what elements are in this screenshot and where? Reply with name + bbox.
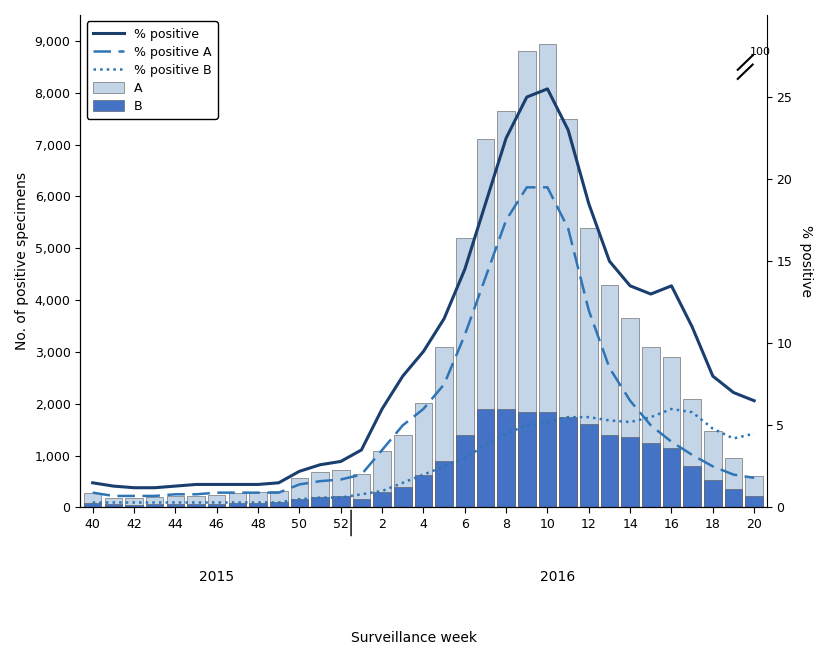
Bar [518,411,535,507]
Bar [270,502,287,507]
Bar [497,111,514,507]
Bar [125,498,142,507]
Bar [84,493,102,507]
Bar [373,451,390,507]
Bar [600,284,618,507]
Bar [662,448,680,507]
Bar [538,411,556,507]
Bar [538,44,556,507]
Bar [682,398,700,507]
Bar [187,496,204,507]
Bar [104,504,122,507]
Bar [394,435,411,507]
Bar [703,431,721,507]
Bar [476,140,494,507]
Bar [84,503,102,507]
Bar [352,474,370,507]
Bar [290,499,308,507]
Bar [662,357,680,507]
Bar [228,494,246,507]
Bar [579,424,597,507]
Bar [744,477,762,507]
Bar [373,492,390,507]
Legend: % positive, % positive A, % positive B, A, B: % positive, % positive A, % positive B, … [87,22,218,119]
Bar [270,491,287,507]
Bar [414,475,432,507]
Y-axis label: % positive: % positive [798,225,812,297]
Bar [394,486,411,507]
Bar [352,499,370,507]
Bar [641,443,659,507]
Y-axis label: No. of positive specimens: No. of positive specimens [15,172,29,350]
Bar [497,409,514,507]
Text: Surveillance week: Surveillance week [351,632,476,645]
Bar [724,458,741,507]
Bar [187,504,204,507]
Bar [620,318,638,507]
Bar [579,228,597,507]
Bar [703,481,721,507]
Bar [290,479,308,507]
Text: 2015: 2015 [199,570,234,584]
Bar [332,496,349,507]
Bar [166,504,184,507]
Bar [125,505,142,507]
Bar [435,461,452,507]
Bar [559,417,576,507]
Bar [559,119,576,507]
Bar [146,504,163,507]
Bar [744,496,762,507]
Bar [518,52,535,507]
Bar [311,472,328,507]
Bar [476,409,494,507]
Bar [682,466,700,507]
Bar [104,497,122,507]
Bar [600,435,618,507]
Text: 2016: 2016 [539,570,575,584]
Bar [620,437,638,507]
Bar [208,503,225,507]
Bar [228,503,246,507]
Bar [208,495,225,507]
Bar [456,238,473,507]
Bar [456,435,473,507]
Bar [166,496,184,507]
Bar [311,497,328,507]
Text: 100: 100 [748,47,769,57]
Bar [249,503,266,507]
Bar [332,470,349,507]
Bar [146,497,163,507]
Bar [724,489,741,507]
Bar [641,347,659,507]
Bar [435,347,452,507]
Bar [249,492,266,507]
Bar [414,403,432,507]
